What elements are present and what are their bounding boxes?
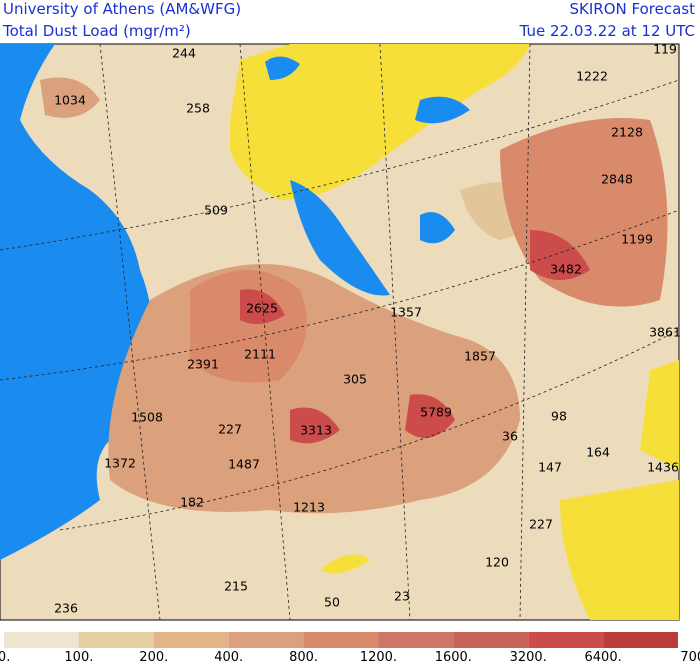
map-label: 227 [529, 517, 553, 532]
map-label: 3482 [550, 262, 582, 277]
map-label: 244 [172, 46, 196, 61]
map-label: 215 [224, 579, 248, 594]
map-label: 3313 [300, 423, 332, 438]
colorbar-label: 7000. [680, 650, 700, 662]
map-label: 1372 [104, 456, 136, 471]
colorbar-label: 10. [0, 650, 10, 662]
institution: University of Athens (AM&WFG) [3, 0, 241, 18]
colorbar-label: 800. [289, 650, 318, 662]
map-label: 2391 [187, 357, 219, 372]
colorbar-label: 3200. [510, 650, 547, 662]
map-label: 2625 [246, 301, 278, 316]
colorbar-label: 1600. [435, 650, 472, 662]
colorbar-label: 1200. [360, 650, 397, 662]
map-label: 98 [551, 409, 567, 424]
colorbar-label: 200. [139, 650, 168, 662]
colorbar-bin [603, 632, 678, 648]
colorbar-bin [78, 632, 154, 648]
map-label: 1222 [576, 69, 608, 84]
colorbar-bin [528, 632, 604, 648]
map-label: 36 [502, 429, 518, 444]
colorbar-label: 100. [64, 650, 93, 662]
map-label: 5789 [420, 405, 452, 420]
map-label: 1508 [131, 410, 163, 425]
map-label: 182 [180, 495, 204, 510]
map-label: 2848 [601, 172, 633, 187]
map-label: 227 [218, 422, 242, 437]
map-label: 1487 [228, 457, 260, 472]
colorbar-bin [303, 632, 379, 648]
map-label: 1213 [293, 500, 325, 515]
map [0, 43, 680, 621]
map-label: 23 [394, 589, 410, 604]
map-label: 50 [324, 595, 340, 610]
map-label: 164 [586, 445, 610, 460]
map-label: 2111 [244, 347, 276, 362]
map-label: 119 [653, 42, 677, 57]
product: Total Dust Load (mgr/m²) [2, 22, 191, 40]
colorbar-label: 400. [214, 650, 243, 662]
map-label: 3861 [649, 325, 681, 340]
colorbar: 10. 100. 200. 400. 800. 1200. 1600. 3200. 6400. 7… [0, 632, 700, 665]
map-label: 236 [54, 601, 78, 616]
map-label: 2128 [611, 125, 643, 140]
colorbar-label: 6400. [585, 650, 622, 662]
model: SKIRON Forecast [570, 0, 696, 18]
map-label: 305 [343, 372, 367, 387]
colorbar-bin [153, 632, 229, 648]
map-label: 1857 [464, 349, 496, 364]
map-label: 1199 [621, 232, 653, 247]
map-label: 1357 [390, 305, 422, 320]
map-label: 258 [186, 101, 210, 116]
map-label: 120 [485, 555, 509, 570]
valid-time: Tue 22.03.22 at 12 UTC [519, 22, 695, 40]
colorbar-bin [4, 632, 79, 648]
map-label: 147 [538, 460, 562, 475]
colorbar-bin [228, 632, 304, 648]
map-label: 1034 [54, 93, 86, 108]
map-label: 509 [204, 203, 228, 218]
map-label: 1436 [647, 460, 679, 475]
colorbar-bin [378, 632, 454, 648]
colorbar-bin [453, 632, 529, 648]
